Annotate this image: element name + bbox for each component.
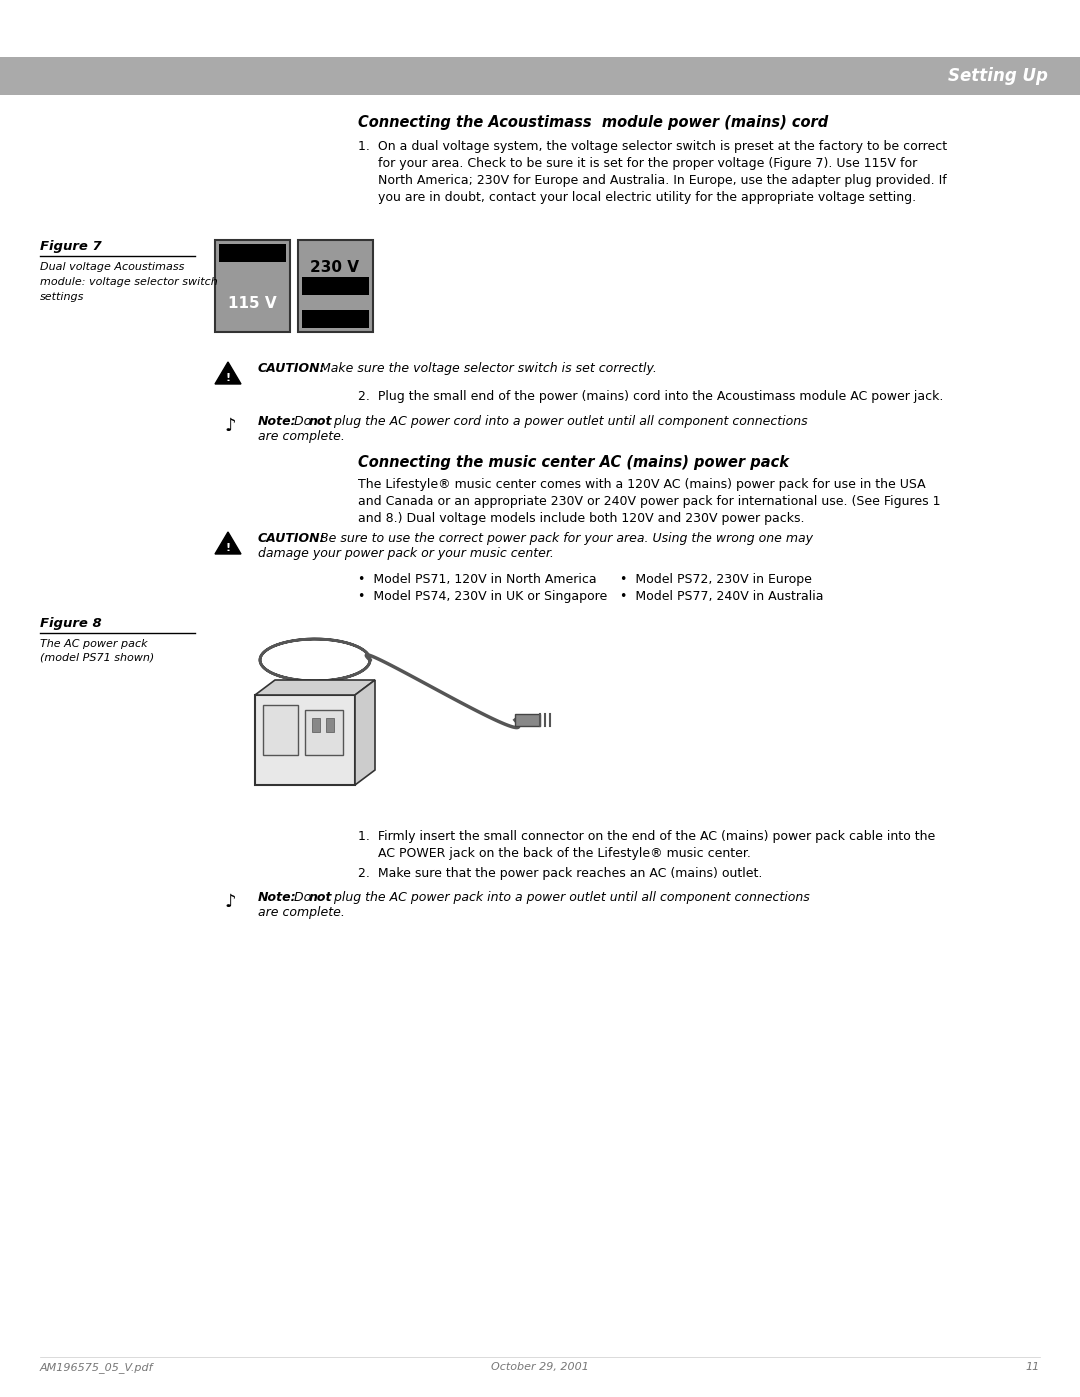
Bar [0,57,1080,95]
Bar [298,240,373,332]
Text: ♪: ♪ [225,893,235,911]
Text: 115 V: 115 V [228,296,276,312]
Text: 2.  Plug the small end of the power (mains) cord into the Acoustimass module AC : 2. Plug the small end of the power (main… [357,390,943,402]
Text: not: not [309,891,333,904]
Text: plug the AC power pack into a power outlet until all component connections: plug the AC power pack into a power outl… [330,891,810,904]
Text: Figure 7: Figure 7 [40,240,102,253]
Text: ♪: ♪ [225,416,235,434]
Text: AM196575_05_V.pdf: AM196575_05_V.pdf [40,1362,153,1373]
Text: Make sure the voltage selector switch is set correctly.: Make sure the voltage selector switch is… [316,362,657,374]
Bar [215,240,291,332]
Text: Connecting the music center AC (mains) power pack: Connecting the music center AC (mains) p… [357,455,789,469]
Text: for your area. Check to be sure it is set for the proper voltage (Figure 7). Use: for your area. Check to be sure it is se… [357,156,917,170]
Text: Connecting the Acoustimass  module power (mains) cord: Connecting the Acoustimass module power … [357,115,828,130]
Text: 230 V: 230 V [311,260,360,275]
Text: you are in doubt, contact your local electric utility for the appropriate voltag: you are in doubt, contact your local ele… [357,191,916,204]
Text: !: ! [226,373,230,383]
Text: AC POWER jack on the back of the Lifestyle® music center.: AC POWER jack on the back of the Lifesty… [357,847,751,861]
Bar [255,694,355,785]
Text: •  Model PS74, 230V in UK or Singapore: • Model PS74, 230V in UK or Singapore [357,590,607,604]
Text: not: not [309,415,333,427]
Text: Setting Up: Setting Up [948,67,1048,85]
Text: The Lifestyle® music center comes with a 120V AC (mains) power pack for use in t: The Lifestyle® music center comes with a… [357,478,926,490]
Text: •  Model PS77, 240V in Australia: • Model PS77, 240V in Australia [620,590,824,604]
Text: Dual voltage Acoustimass: Dual voltage Acoustimass [40,263,185,272]
Polygon shape [215,532,241,555]
Text: Note:: Note: [258,415,297,427]
Text: (model PS71 shown): (model PS71 shown) [40,652,154,664]
Text: Do: Do [291,415,315,427]
Text: CAUTION:: CAUTION: [258,532,326,545]
Text: •  Model PS72, 230V in Europe: • Model PS72, 230V in Europe [620,573,812,585]
Text: 1.  Firmly insert the small connector on the end of the AC (mains) power pack ca: 1. Firmly insert the small connector on … [357,830,935,842]
Bar [264,705,298,754]
Text: •  Model PS71, 120V in North America: • Model PS71, 120V in North America [357,573,596,585]
Polygon shape [355,680,375,785]
Text: The AC power pack: The AC power pack [40,638,148,650]
Bar [302,277,369,295]
Text: and 8.) Dual voltage models include both 120V and 230V power packs.: and 8.) Dual voltage models include both… [357,511,805,525]
Text: !: ! [226,543,230,553]
Text: and Canada or an appropriate 230V or 240V power pack for international use. (See: and Canada or an appropriate 230V or 240… [357,495,941,509]
Text: 1.  On a dual voltage system, the voltage selector switch is preset at the facto: 1. On a dual voltage system, the voltage… [357,140,947,154]
Text: are complete.: are complete. [258,907,345,919]
Text: settings: settings [40,292,84,302]
Text: CAUTION:: CAUTION: [258,362,326,374]
Bar [326,718,334,732]
Text: 2.  Make sure that the power pack reaches an AC (mains) outlet.: 2. Make sure that the power pack reaches… [357,868,762,880]
Text: 11: 11 [1026,1362,1040,1372]
Polygon shape [215,362,241,384]
Text: are complete.: are complete. [258,430,345,443]
Text: Note:: Note: [258,891,297,904]
Text: October 29, 2001: October 29, 2001 [491,1362,589,1372]
Text: North America; 230V for Europe and Australia. In Europe, use the adapter plug pr: North America; 230V for Europe and Austr… [357,175,947,187]
Bar [515,714,540,726]
Bar [312,718,320,732]
Text: Figure 8: Figure 8 [40,617,102,630]
Text: Do: Do [291,891,315,904]
Bar [305,710,343,754]
Text: Be sure to use the correct power pack for your area. Using the wrong one may: Be sure to use the correct power pack fo… [316,532,813,545]
Polygon shape [255,680,375,694]
Bar [219,244,286,263]
Bar [302,310,369,328]
Text: damage your power pack or your music center.: damage your power pack or your music cen… [258,548,554,560]
Text: module: voltage selector switch: module: voltage selector switch [40,277,218,286]
Text: plug the AC power cord into a power outlet until all component connections: plug the AC power cord into a power outl… [330,415,808,427]
